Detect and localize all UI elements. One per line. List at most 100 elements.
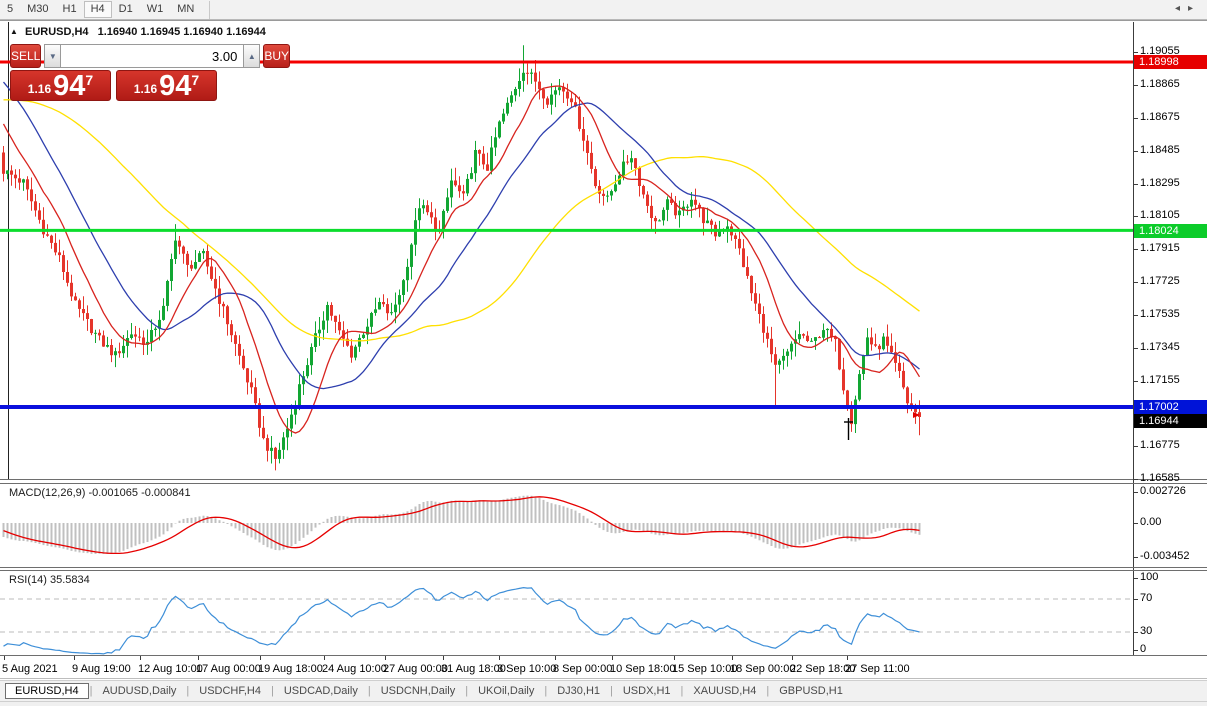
tab-separator: | <box>680 685 684 697</box>
price-tick-label: 1.18865 <box>1140 78 1180 90</box>
price-tick-label: 1.19055 <box>1140 45 1180 57</box>
price-badge: 1.18024 <box>1134 224 1207 238</box>
time-tick <box>612 656 613 660</box>
volume-increase-button[interactable]: ▲ <box>243 44 261 68</box>
tab-scroll-right-icon[interactable]: ▸ <box>1187 3 1201 14</box>
status-strip <box>0 701 1207 706</box>
macd-signal-line <box>3 496 920 555</box>
time-tick-label: 17 Aug 00:00 <box>196 663 261 675</box>
sell-quote[interactable]: 1.16 94 7 <box>10 70 111 101</box>
price-tick <box>1133 216 1138 217</box>
price-tick <box>1133 479 1138 480</box>
timeframe-button-m30[interactable]: M30 <box>27 3 49 15</box>
time-tick <box>499 656 500 660</box>
price-tick <box>1133 282 1138 283</box>
one-click-trading-panel: SELL ▼ ▲ BUY 1.16 94 7 1.16 94 7 <box>10 44 291 101</box>
timeframe-toolbar: 5 M30 H1 H4 D1 W1 MN <box>0 0 1207 20</box>
price-chart[interactable] <box>0 22 1133 480</box>
timeframe-button-w1[interactable]: W1 <box>146 3 164 15</box>
tab-separator: | <box>610 685 613 697</box>
price-tick-label: 1.16585 <box>1140 472 1180 484</box>
time-tick-label: 27 Sep 11:00 <box>845 663 910 675</box>
rsi-line <box>3 586 920 655</box>
time-tick-label: 10 Sep 18:00 <box>610 663 676 675</box>
time-tick-label: 18 Sep 00:00 <box>730 663 796 675</box>
timeframe-button-d1[interactable]: D1 <box>118 3 133 15</box>
time-tick-label: 19 Aug 18:00 <box>258 663 323 675</box>
volume-input[interactable] <box>61 44 244 68</box>
macd-histogram <box>2 495 921 554</box>
indicator-tick <box>1133 523 1138 524</box>
panel-separator <box>0 655 1207 656</box>
volume-decrease-button[interactable]: ▼ <box>44 44 62 68</box>
chart-tab-usdx[interactable]: USDX,H1 <box>622 685 671 697</box>
price-badge: 1.17002 <box>1134 400 1207 414</box>
price-tick <box>1133 118 1138 119</box>
indicator-tick <box>1133 650 1138 651</box>
time-tick-label: 24 Aug 10:00 <box>322 663 387 675</box>
chart-tab-usdchf[interactable]: USDCHF,H4 <box>199 685 261 697</box>
time-tick <box>324 656 325 660</box>
price-tick <box>1133 381 1138 382</box>
tab-separator: | <box>186 685 190 697</box>
tab-separator: | <box>544 685 548 697</box>
chart-window-border <box>0 20 1207 21</box>
chart-tab-usdcad[interactable]: USDCAD,Daily <box>283 685 358 697</box>
indicator-tick <box>1133 632 1138 633</box>
panel-separator <box>0 483 1207 484</box>
price-tick <box>1133 315 1138 316</box>
tab-separator: | <box>271 685 274 697</box>
buy-button[interactable]: BUY <box>263 44 291 68</box>
chart-tab-xauusd[interactable]: XAUUSD,H4 <box>693 685 757 697</box>
price-tick-label: 1.17155 <box>1140 374 1180 386</box>
tab-scroll-arrows[interactable]: ◂▸ <box>1175 3 1201 14</box>
buy-price-small: 1.16 <box>133 82 158 96</box>
chart-tab-eurusd[interactable]: EURUSD,H4 <box>5 683 89 699</box>
indicator-tick <box>1133 557 1138 558</box>
chart-tab-usdcnh[interactable]: USDCNH,Daily <box>380 685 456 697</box>
time-tick-label: 22 Sep 18:00 <box>790 663 856 675</box>
toolbar-separator <box>209 0 211 19</box>
indicator-tick-label: 0.00 <box>1140 516 1162 528</box>
chart-tab-dj30[interactable]: DJ30,H1 <box>557 685 600 697</box>
time-tick <box>674 656 675 660</box>
moving-average-11 <box>2 85 921 434</box>
chart-ohlc-header: ▲ EURUSD,H4 1.16940 1.16945 1.16940 1.16… <box>10 26 266 38</box>
price-badge: 1.16944 <box>1134 414 1207 428</box>
price-tick <box>1133 446 1138 447</box>
macd-panel[interactable] <box>0 484 1133 567</box>
timeframe-button-5[interactable]: 5 <box>7 3 14 15</box>
chevron-up-icon: ▲ <box>247 51 256 61</box>
time-tick-label: 27 Aug 00:00 <box>383 663 448 675</box>
time-tick <box>260 656 261 660</box>
sell-price-big: 94 <box>53 70 86 102</box>
tab-scroll-left-icon[interactable]: ◂ <box>1174 3 1188 14</box>
buy-quote[interactable]: 1.16 94 7 <box>116 70 217 101</box>
panel-separator <box>0 570 1207 571</box>
sell-price-small: 1.16 <box>27 82 52 96</box>
candle-bodies <box>2 72 921 459</box>
chart-tab-audusd[interactable]: AUDUSD,Daily <box>102 685 177 697</box>
price-tick <box>1133 348 1138 349</box>
price-tick <box>1133 249 1138 250</box>
price-badge: 1.18998 <box>1134 55 1207 69</box>
tab-separator: | <box>465 685 469 697</box>
collapse-panel-icon[interactable]: ▲ <box>10 27 18 36</box>
timeframe-button-h1[interactable]: H1 <box>62 3 77 15</box>
chart-ohlc-values: 1.16940 1.16945 1.16940 1.16944 <box>97 26 266 38</box>
time-tick-label: 9 Aug 19:00 <box>72 663 131 675</box>
timeframe-button-mn[interactable]: MN <box>177 3 195 15</box>
time-tick-label: 15 Sep 10:00 <box>672 663 738 675</box>
timeframe-button-h4[interactable]: H4 <box>83 1 112 18</box>
time-tick-label: 5 Aug 2021 <box>2 663 58 675</box>
sell-button[interactable]: SELL <box>10 44 42 68</box>
macd-label: MACD(12,26,9) -0.001065 -0.000841 <box>9 487 191 499</box>
moving-average-25 <box>3 81 920 390</box>
indicator-tick <box>1133 578 1138 579</box>
indicator-tick-label: 0 <box>1140 643 1147 655</box>
time-tick <box>732 656 733 660</box>
chart-tab-gbpusd[interactable]: GBPUSD,H1 <box>779 685 843 697</box>
chart-tab-ukoil[interactable]: UKOil,Daily <box>478 685 535 697</box>
rsi-panel[interactable] <box>0 571 1133 655</box>
chart-tab-bar: EURUSD,H4 | AUDUSD,Daily | USDCHF,H4 | USDCAD,… <box>0 680 1207 701</box>
